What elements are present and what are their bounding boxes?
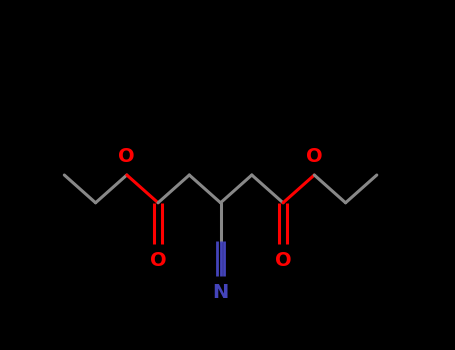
Text: O: O [306,147,323,166]
Text: N: N [212,283,229,302]
Text: O: O [150,251,167,271]
Text: O: O [275,251,291,271]
Text: O: O [118,147,135,166]
